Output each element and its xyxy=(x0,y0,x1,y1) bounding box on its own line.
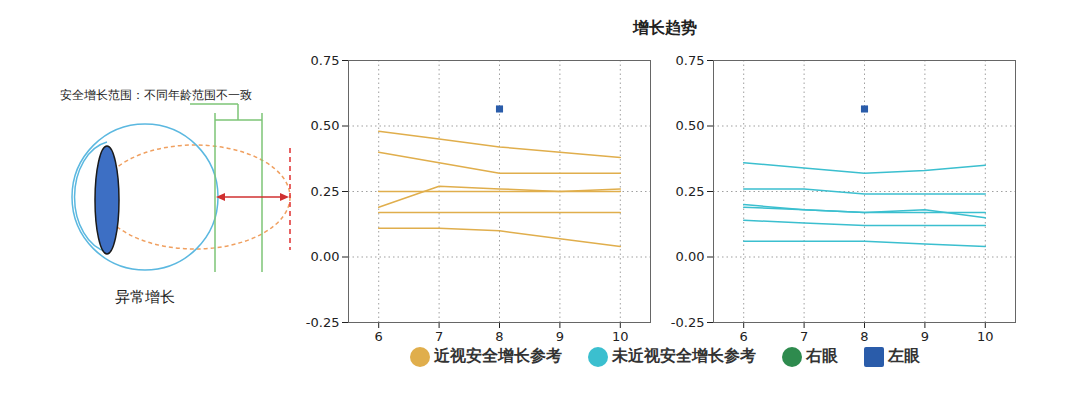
svg-text:0.50: 0.50 xyxy=(311,118,340,133)
svg-text:0.25: 0.25 xyxy=(311,184,340,199)
svg-text:0.00: 0.00 xyxy=(676,249,705,264)
svg-text:9: 9 xyxy=(556,329,564,344)
svg-text:-0.25: -0.25 xyxy=(306,315,340,330)
svg-text:0.75: 0.75 xyxy=(311,53,340,68)
html-text:右眼: 右眼 xyxy=(806,346,838,365)
svg-text:7: 7 xyxy=(800,329,808,344)
svg-text:9: 9 xyxy=(921,329,929,344)
html-text:未近视安全增长参考: 未近视安全增长参考 xyxy=(612,346,756,365)
svg-text:8: 8 xyxy=(860,329,868,344)
svg-text:6: 6 xyxy=(740,329,748,344)
svg-text:0.25: 0.25 xyxy=(676,184,705,199)
svg-text:7: 7 xyxy=(435,329,443,344)
svg-text:0.75: 0.75 xyxy=(676,53,705,68)
svg-text:-0.25: -0.25 xyxy=(671,315,705,330)
svg-text:6: 6 xyxy=(375,329,383,344)
svg-text:8: 8 xyxy=(495,329,503,344)
html-text:近视安全增长参考: 近视安全增长参考 xyxy=(434,346,562,365)
html-text:左眼: 左眼 xyxy=(888,346,920,365)
svg-text:10: 10 xyxy=(977,329,994,344)
svg-text:0.50: 0.50 xyxy=(676,118,705,133)
html-text:增长趋势: 增长趋势 xyxy=(633,18,697,37)
svg-text:0.00: 0.00 xyxy=(311,249,340,264)
svg-text:10: 10 xyxy=(612,329,629,344)
svg-text:安全增长范围：不同年龄范围不一致: 安全增长范围：不同年龄范围不一致 xyxy=(60,88,252,102)
svg-text:异常增长: 异常增长 xyxy=(115,288,175,306)
